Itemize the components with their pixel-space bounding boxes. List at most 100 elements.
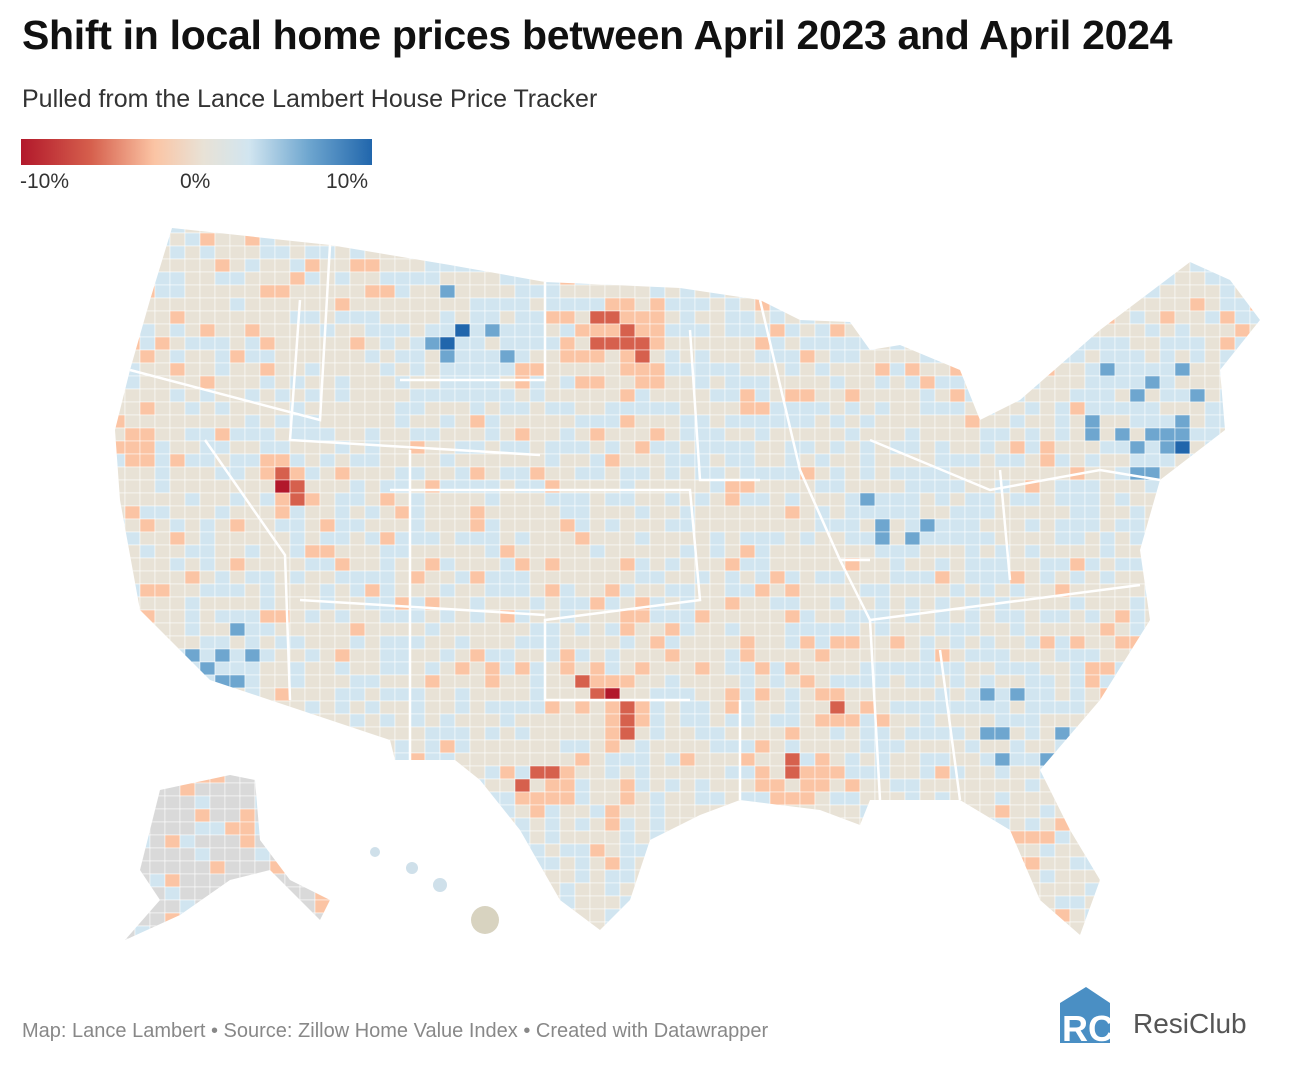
county-cell: [1009, 388, 1026, 403]
county-cell: [424, 453, 441, 468]
county-cell: [364, 791, 381, 806]
county-cell: [664, 778, 681, 793]
county-cell: [1219, 869, 1236, 884]
county-cell: [349, 453, 366, 468]
county-cell: [589, 310, 606, 325]
county-cell: [710, 948, 725, 961]
county-cell: [349, 908, 366, 923]
county-cell: [724, 297, 741, 312]
county-cell: [124, 856, 141, 871]
county-cell: [694, 245, 711, 260]
county-cell: [874, 895, 891, 910]
county-cell: [409, 401, 426, 416]
county-cell: [560, 948, 575, 961]
county-cell: [859, 258, 876, 273]
county-cell: [1265, 493, 1280, 506]
county-cell: [259, 895, 276, 910]
county-cell: [319, 882, 336, 897]
county-cell: [1009, 232, 1026, 247]
county-cell: [1189, 934, 1206, 935]
county-cell: [124, 726, 141, 741]
county-cell: [454, 284, 471, 299]
county-cell: [334, 583, 351, 598]
county-cell: [1144, 778, 1161, 793]
county-cell: [1204, 830, 1221, 845]
county-cell: [454, 713, 471, 728]
county-cell: [274, 518, 291, 533]
county-cell: [514, 232, 531, 247]
county-cell: [424, 856, 441, 871]
county-cell: [184, 635, 201, 650]
county-cell: [454, 245, 471, 260]
county-cell: [919, 505, 936, 520]
county-cell: [154, 622, 171, 637]
county-cell: [409, 700, 426, 715]
county-cell: [574, 297, 591, 312]
county-cell: [529, 661, 546, 676]
county-cell: [379, 726, 396, 741]
county-cell: [1114, 635, 1131, 650]
county-cell: [394, 375, 411, 390]
county-cell: [679, 700, 696, 715]
county-cell: [484, 687, 501, 702]
county-cell: [889, 557, 906, 572]
county-cell: [164, 795, 181, 810]
county-cell: [544, 427, 561, 442]
county-cell: [319, 648, 336, 663]
county-cell: [115, 609, 126, 624]
county-cell: [1129, 349, 1146, 364]
county-cell: [874, 674, 891, 689]
county-cell: [169, 713, 186, 728]
county-cell: [679, 388, 696, 403]
county-cell: [469, 401, 486, 416]
county-cell: [544, 765, 561, 780]
county-cell: [289, 557, 306, 572]
county-cell: [169, 466, 186, 481]
county-cell: [709, 375, 726, 390]
county-cell: [1054, 895, 1071, 910]
county-cell: [889, 323, 906, 338]
county-cell: [904, 531, 921, 546]
county-cell: [299, 847, 316, 862]
county-cell: [1189, 830, 1206, 845]
county-cell: [1204, 440, 1221, 455]
county-cell: [874, 297, 891, 312]
county-cell: [740, 948, 755, 961]
county-cell: [169, 349, 186, 364]
county-cell: [1220, 948, 1235, 961]
county-cell: [214, 336, 231, 351]
county-cell: [1009, 700, 1026, 715]
county-cell: [1054, 687, 1071, 702]
county-cell: [214, 362, 231, 377]
county-cell: [214, 258, 231, 273]
county-cell: [329, 847, 330, 862]
county-cell: [1204, 544, 1221, 559]
county-cell: [1265, 896, 1280, 909]
county-cell: [1159, 310, 1176, 325]
county-cell: [499, 505, 516, 520]
county-cell: [214, 596, 231, 611]
county-cell: [1099, 908, 1116, 923]
county-cell: [379, 492, 396, 507]
county-cell: [349, 934, 366, 935]
county-cell: [484, 271, 501, 286]
county-cell: [329, 782, 330, 797]
county-cell: [139, 245, 156, 260]
county-cell: [574, 466, 591, 481]
county-cell: [1189, 713, 1206, 728]
county-cell: [844, 934, 861, 935]
county-cell: [115, 245, 126, 260]
county-cell: [664, 856, 681, 871]
county-cell: [784, 635, 801, 650]
county-cell: [439, 700, 456, 715]
county-cell: [289, 843, 306, 858]
county-cell: [274, 453, 291, 468]
county-cell: [994, 310, 1011, 325]
county-cell: [889, 427, 906, 442]
county-cell: [229, 232, 246, 247]
county-cell: [1024, 687, 1041, 702]
county-cell: [769, 518, 786, 533]
county-cell: [784, 492, 801, 507]
county-cell: [1069, 609, 1086, 624]
county-cell: [604, 661, 621, 676]
